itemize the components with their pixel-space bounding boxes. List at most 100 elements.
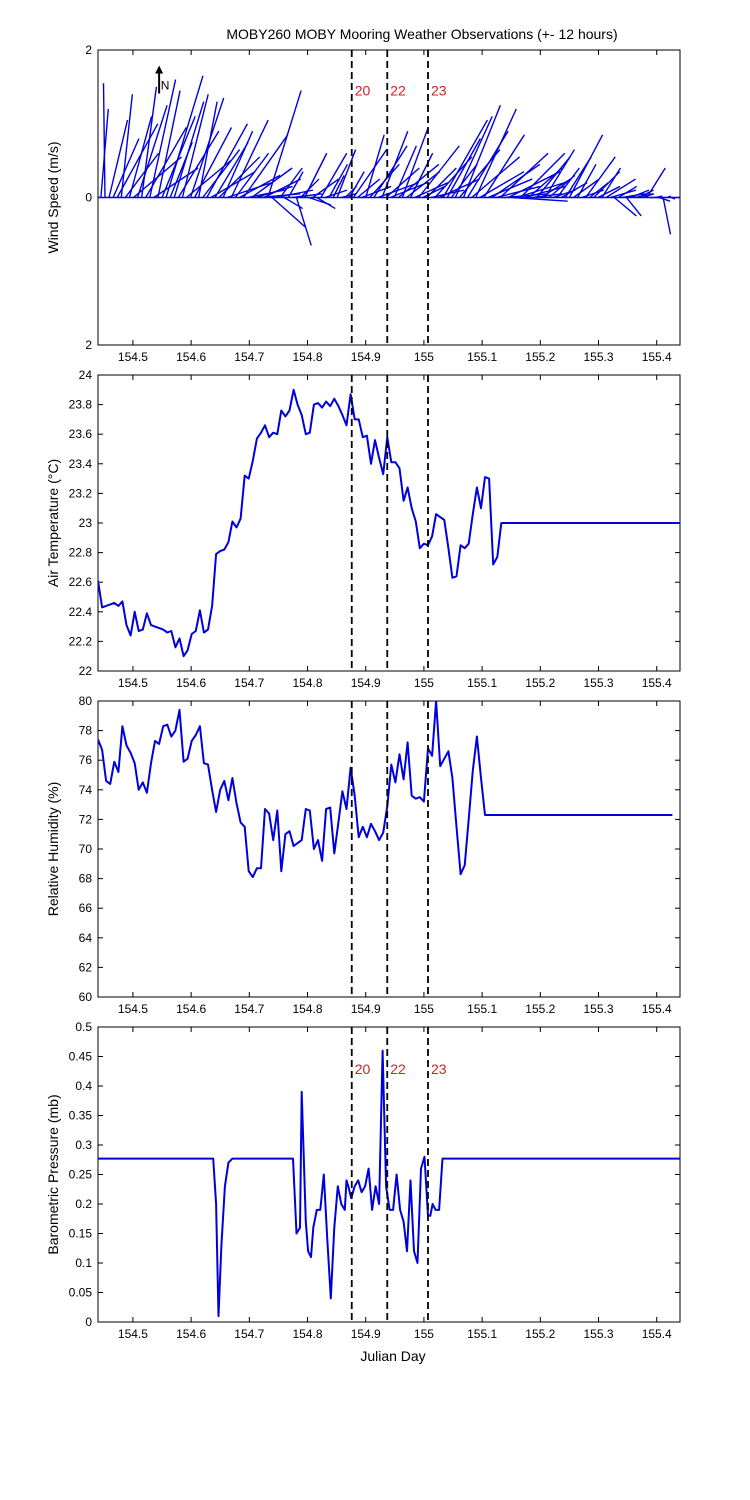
y-tick-label: 22.2 bbox=[69, 634, 93, 648]
y-tick-label: 23.4 bbox=[69, 457, 93, 471]
wind-vector bbox=[422, 185, 446, 199]
panel-4: 154.5 154.6 154.7 154.8 154.9 155 155.1 155.2 15… bbox=[45, 1020, 681, 1341]
y-axis-label: Wind Speed (m/s) bbox=[45, 141, 61, 253]
x-tick-label: 154.5 bbox=[118, 1002, 148, 1016]
wind-vector bbox=[206, 123, 249, 198]
y-tick-label: 0.1 bbox=[75, 1256, 92, 1270]
wind-vector bbox=[671, 196, 676, 200]
y-tick-label: 2 bbox=[85, 43, 92, 57]
x-tick-label: 155.3 bbox=[584, 1002, 614, 1016]
y-tick-label: 72 bbox=[79, 812, 93, 826]
wind-vector bbox=[393, 145, 418, 198]
wind-vector bbox=[181, 94, 209, 198]
y-tick-label: 78 bbox=[79, 724, 93, 738]
north-label: N bbox=[161, 79, 170, 93]
wind-vector bbox=[658, 196, 671, 202]
panel-1: 154.5 154.6 154.7 154.8 154.9 155 155.1 155.2 15… bbox=[45, 43, 681, 364]
wind-vector bbox=[336, 149, 357, 198]
marker-label: 23 bbox=[431, 83, 447, 99]
y-tick-label: 74 bbox=[79, 783, 93, 797]
wind-vector bbox=[662, 197, 672, 235]
x-tick-label: 155.4 bbox=[642, 1327, 672, 1341]
wind-vector bbox=[102, 83, 106, 198]
y-tick-label: 22.8 bbox=[69, 546, 93, 560]
x-tick-label: 155.3 bbox=[584, 350, 614, 364]
wind-vector bbox=[504, 193, 549, 199]
y-tick-label: 22 bbox=[79, 664, 93, 678]
x-tick-label: 155 bbox=[414, 1327, 434, 1341]
series-line bbox=[98, 701, 673, 879]
y-tick-label: 64 bbox=[79, 931, 93, 945]
y-tick-label: 0.25 bbox=[69, 1168, 93, 1182]
series-line bbox=[98, 1049, 680, 1318]
y-tick-label: 0.45 bbox=[69, 1050, 93, 1064]
wind-vector bbox=[140, 86, 158, 198]
wind-vector bbox=[409, 152, 434, 198]
x-tick-label: 155.4 bbox=[642, 676, 672, 690]
plot-content bbox=[98, 1049, 680, 1318]
plot-area bbox=[97, 700, 681, 998]
y-tick-label: 22.4 bbox=[69, 605, 93, 619]
wind-vector bbox=[601, 167, 622, 198]
panel-3: 154.5 154.6 154.7 154.8 154.9 155 155.1 155.2 15… bbox=[45, 694, 681, 1016]
x-tick-label: 154.8 bbox=[293, 350, 323, 364]
x-tick-label: 154.5 bbox=[118, 350, 148, 364]
wind-vector bbox=[222, 130, 254, 198]
x-tick-label: 155.1 bbox=[467, 350, 497, 364]
wind-vector bbox=[287, 171, 304, 198]
marker-label: 22 bbox=[390, 1061, 406, 1077]
wind-vector bbox=[491, 163, 541, 199]
y-tick-label: 70 bbox=[79, 842, 93, 856]
wind-vector bbox=[267, 90, 302, 198]
x-tick-label: 154.6 bbox=[176, 1002, 206, 1016]
x-tick-label: 155.4 bbox=[642, 350, 672, 364]
wind-vector bbox=[324, 189, 348, 199]
marker-label: 20 bbox=[355, 1061, 371, 1077]
x-tick-label: 154.7 bbox=[234, 1002, 264, 1016]
wind-vector bbox=[295, 197, 312, 246]
x-tick-label: 155.1 bbox=[467, 1327, 497, 1341]
y-tick-label: 0 bbox=[85, 1315, 92, 1329]
x-tick-label: 155.1 bbox=[467, 1002, 497, 1016]
y-tick-label: 0.3 bbox=[75, 1138, 92, 1152]
x-tick-label: 154.7 bbox=[234, 1327, 264, 1341]
wind-vector bbox=[568, 134, 604, 198]
x-tick-label: 154.6 bbox=[176, 1327, 206, 1341]
y-tick-label: 2 bbox=[85, 338, 92, 352]
x-tick-label: 155.2 bbox=[525, 676, 555, 690]
wind-vector bbox=[173, 101, 205, 198]
y-axis-label: Relative Humidity (%) bbox=[45, 782, 61, 917]
wind-vector bbox=[202, 149, 241, 198]
wind-vector bbox=[389, 182, 428, 199]
wind-vector bbox=[585, 156, 616, 198]
wind-vector bbox=[426, 167, 457, 198]
wind-vector bbox=[377, 182, 419, 199]
y-axis-label: Barometric Pressure (mb) bbox=[45, 1094, 61, 1254]
wind-vector bbox=[630, 189, 650, 199]
x-tick-label: 154.9 bbox=[351, 676, 381, 690]
x-tick-label: 154.5 bbox=[118, 1327, 148, 1341]
plot-content bbox=[98, 701, 673, 879]
wind-vector bbox=[157, 90, 181, 198]
wind-vector bbox=[536, 156, 571, 198]
x-tick-label: 155 bbox=[414, 350, 434, 364]
y-tick-label: 23.2 bbox=[69, 486, 93, 500]
y-tick-label: 0.4 bbox=[75, 1079, 92, 1093]
x-tick-label: 154.8 bbox=[293, 1327, 323, 1341]
marker-label: 22 bbox=[390, 83, 406, 99]
wind-vector bbox=[116, 123, 159, 198]
x-tick-label: 155 bbox=[414, 1002, 434, 1016]
wind-vector bbox=[263, 178, 302, 199]
wind-vector bbox=[332, 175, 345, 198]
wind-vector bbox=[483, 134, 526, 198]
plot-content bbox=[98, 388, 680, 658]
wind-vector bbox=[401, 127, 429, 198]
wind-vector bbox=[381, 130, 409, 198]
wind-vector bbox=[666, 195, 672, 199]
x-tick-label: 154.9 bbox=[351, 1327, 381, 1341]
y-tick-label: 0.2 bbox=[75, 1197, 92, 1211]
wind-vector bbox=[450, 163, 478, 198]
x-tick-label: 154.7 bbox=[234, 676, 264, 690]
y-tick-label: 23.6 bbox=[69, 427, 93, 441]
